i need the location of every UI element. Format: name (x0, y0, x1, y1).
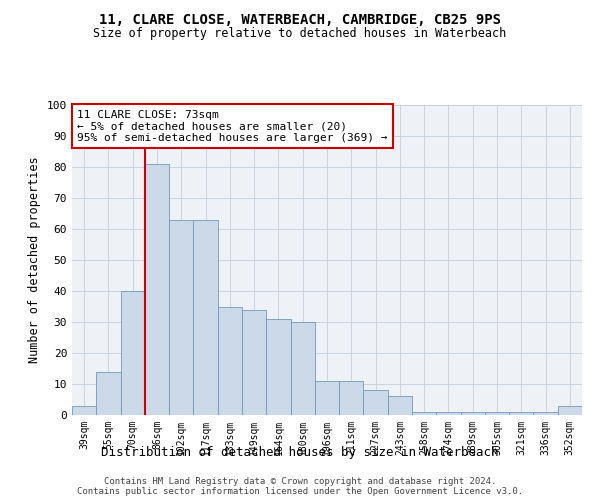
Bar (364, 390, 388, 415)
Bar (339, 381, 364, 415)
Bar (509, 412, 533, 415)
Bar (72, 406, 96, 415)
Bar (145, 164, 169, 415)
Bar (218, 306, 242, 415)
Y-axis label: Number of detached properties: Number of detached properties (28, 156, 41, 364)
Bar (266, 319, 290, 415)
Bar (169, 220, 193, 415)
Text: 11 CLARE CLOSE: 73sqm
← 5% of detached houses are smaller (20)
95% of semi-detac: 11 CLARE CLOSE: 73sqm ← 5% of detached h… (77, 110, 388, 143)
Text: Contains HM Land Registry data © Crown copyright and database right 2024.: Contains HM Land Registry data © Crown c… (104, 476, 496, 486)
Bar (193, 220, 218, 415)
Bar (290, 322, 315, 415)
Text: Size of property relative to detached houses in Waterbeach: Size of property relative to detached ho… (94, 28, 506, 40)
Bar (436, 412, 461, 415)
Text: Contains public sector information licensed under the Open Government Licence v3: Contains public sector information licen… (77, 486, 523, 496)
Bar (558, 406, 582, 415)
Bar (388, 396, 412, 415)
Bar (315, 381, 339, 415)
Text: 11, CLARE CLOSE, WATERBEACH, CAMBRIDGE, CB25 9PS: 11, CLARE CLOSE, WATERBEACH, CAMBRIDGE, … (99, 12, 501, 26)
Bar (485, 412, 509, 415)
Bar (412, 412, 436, 415)
Bar (533, 412, 558, 415)
Bar (121, 291, 145, 415)
Text: Distribution of detached houses by size in Waterbeach: Distribution of detached houses by size … (101, 446, 499, 459)
Bar (461, 412, 485, 415)
Bar (96, 372, 121, 415)
Bar (242, 310, 266, 415)
